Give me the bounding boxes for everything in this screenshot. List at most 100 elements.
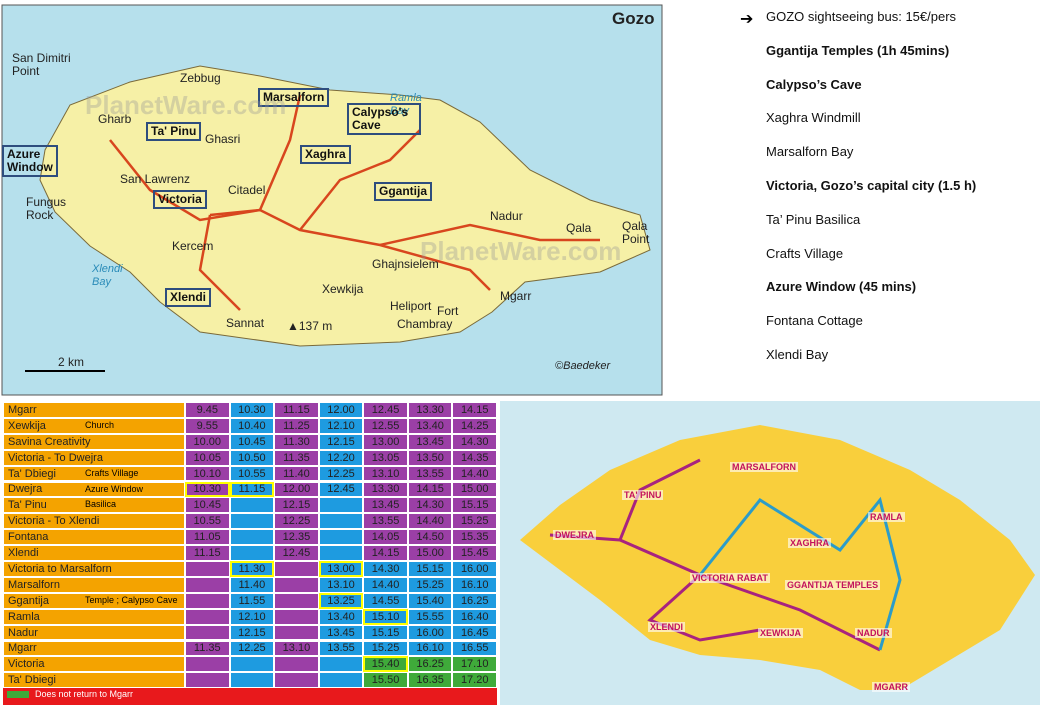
- time-cell: 17.20: [452, 672, 497, 689]
- time-cell: 12.20: [318, 449, 364, 466]
- time-cell: 14.15: [452, 402, 497, 418]
- time-cell: 16.55: [452, 640, 497, 657]
- map-label: Fort: [437, 304, 459, 318]
- time-cell: 13.30: [363, 481, 408, 498]
- time-cell: 15.50: [363, 672, 408, 689]
- time-cell: [229, 672, 275, 689]
- stop-note: Crafts Village: [85, 467, 139, 478]
- time-cell: 16.10: [452, 576, 497, 593]
- route-label: RAMLA: [868, 512, 905, 522]
- stop-cell: Xlendi: [3, 545, 185, 561]
- time-cell: 16.10: [407, 640, 453, 657]
- time-cell: [318, 545, 364, 561]
- time-cell: 15.25: [363, 640, 408, 657]
- map-label: ▲137 m: [287, 319, 333, 333]
- route-label: TA' PINU: [622, 490, 664, 500]
- time-cell: 10.55: [185, 513, 230, 530]
- boxed-label: Ta' Pinu: [146, 122, 202, 141]
- time-cell: 11.15: [274, 402, 319, 418]
- time-cell: 11.15: [229, 481, 275, 498]
- time-cell: 12.00: [318, 402, 364, 418]
- time-cell: 14.15: [407, 481, 453, 498]
- time-cell: 12.15: [274, 497, 319, 514]
- time-cell: [229, 513, 275, 530]
- time-cell: 14.30: [363, 561, 408, 577]
- time-cell: 15.45: [452, 545, 497, 561]
- time-cell: 12.15: [318, 433, 364, 450]
- time-cell: [185, 561, 230, 577]
- time-cell: [274, 672, 319, 689]
- map-label: Xewkija: [322, 282, 364, 296]
- time-cell: 11.05: [185, 529, 230, 546]
- time-cell: 15.15: [452, 497, 497, 514]
- route-label: DWEJRA: [553, 530, 597, 540]
- stop-note: Basilica: [85, 499, 117, 510]
- stop-cell: Mgarr: [3, 402, 185, 418]
- time-cell: 14.15: [363, 545, 408, 561]
- time-cell: [274, 576, 319, 593]
- stop-cell: Dwejra: [3, 481, 185, 498]
- boxed-label: Marsalforn: [258, 88, 330, 107]
- time-cell: 14.40: [452, 465, 497, 482]
- time-cell: 14.30: [452, 433, 497, 450]
- stop-cell: Ramla: [3, 608, 185, 625]
- stop-cell: Ggantija: [3, 592, 185, 609]
- time-cell: 14.40: [407, 513, 453, 530]
- time-cell: [229, 656, 275, 673]
- time-cell: 13.45: [407, 433, 453, 450]
- time-cell: 11.35: [185, 640, 230, 657]
- time-cell: 16.25: [452, 592, 497, 609]
- itinerary-item: Xlendi Bay: [766, 347, 829, 362]
- itinerary-item: Calypso’s Cave: [766, 76, 862, 92]
- boxed-label: Calypso's Cave: [347, 103, 421, 135]
- time-cell: 16.00: [452, 561, 497, 577]
- map-label: Gharb: [98, 112, 132, 126]
- map-label: Ghasri: [205, 132, 241, 146]
- route-label: VICTORIA RABAT: [690, 573, 770, 583]
- map-label: Citadel: [228, 183, 266, 197]
- time-cell: 15.25: [407, 576, 453, 593]
- map-label: San Dimitri Point: [12, 51, 71, 78]
- stop-note: Temple ; Calypso Cave: [85, 594, 178, 605]
- time-cell: 10.30: [185, 481, 230, 498]
- time-cell: 13.45: [318, 624, 364, 641]
- time-cell: 14.25: [452, 417, 497, 434]
- stop-cell: Victoria - To Dwejra: [3, 449, 185, 466]
- island: [39, 65, 651, 347]
- time-cell: 14.30: [407, 497, 453, 514]
- time-cell: 12.00: [274, 481, 319, 498]
- time-cell: 10.05: [185, 449, 230, 466]
- map-label: Mgarr: [500, 289, 532, 303]
- time-cell: 13.00: [363, 433, 408, 450]
- stop-cell: Nadur: [3, 624, 185, 641]
- time-cell: 11.25: [274, 417, 319, 434]
- time-cell: [185, 624, 230, 641]
- time-cell: 11.40: [229, 576, 275, 593]
- time-cell: 9.45: [185, 402, 230, 418]
- time-cell: 13.45: [363, 497, 408, 514]
- time-cell: 13.55: [363, 513, 408, 530]
- time-cell: 12.25: [318, 465, 364, 482]
- map-label: Zebbug: [180, 71, 221, 85]
- stop-cell: Ta' Dbiegi: [3, 672, 185, 689]
- itinerary-item: Crafts Village: [766, 245, 844, 261]
- map-label: Ghajnsielem: [372, 257, 439, 271]
- stop-cell: Mgarr: [3, 640, 185, 657]
- time-cell: [185, 592, 230, 609]
- map-label: Ramla Bay: [390, 92, 422, 117]
- watermark: PlanetWare.com: [420, 236, 622, 266]
- time-cell: [185, 672, 230, 689]
- time-cell: 13.10: [363, 465, 408, 482]
- time-cell: 12.10: [229, 608, 275, 625]
- boxed-label: Victoria: [153, 190, 207, 209]
- time-cell: 11.15: [185, 545, 230, 561]
- time-cell: [318, 529, 364, 546]
- route-label: GGANTIJA TEMPLES: [785, 580, 881, 590]
- time-cell: 11.30: [274, 433, 319, 450]
- map-label: Qala Point: [622, 219, 650, 246]
- time-cell: 14.05: [363, 529, 408, 546]
- time-cell: 13.05: [363, 449, 408, 466]
- stop-cell: Ta' Dbiegi: [3, 465, 185, 482]
- boxed-label: Ggantija: [374, 182, 433, 201]
